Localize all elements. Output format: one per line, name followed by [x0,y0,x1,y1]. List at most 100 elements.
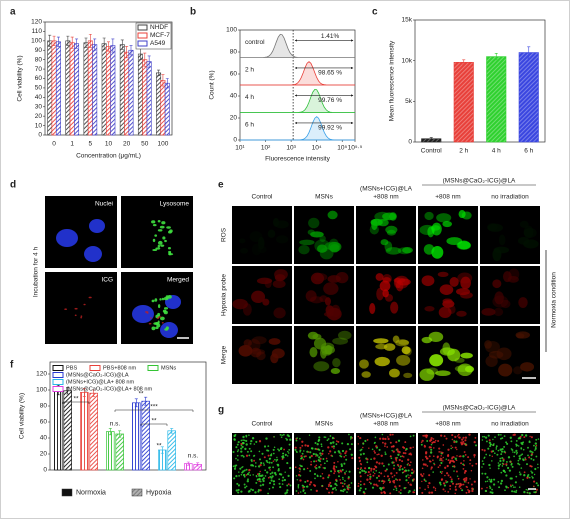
micrograph [232,206,292,264]
stained-cell [440,479,443,481]
stained-cell [465,481,467,483]
stained-cell [359,475,362,478]
y-tick-label: 20 [40,451,48,458]
stained-cell [460,441,463,444]
stained-cell [260,461,263,465]
error-bar [93,38,97,51]
stained-cell [374,465,377,468]
stained-cell [462,483,465,486]
cell [442,300,455,308]
stained-cell [375,469,378,472]
column-header: +808 nm [435,421,460,428]
stained-cell [381,441,384,444]
stained-cell [253,443,256,445]
stained-cell [535,438,538,441]
stained-cell [346,486,349,489]
bar [164,82,170,136]
stained-cell [244,447,247,451]
stained-cell [309,451,312,454]
histogram-curve [240,116,355,141]
stained-cell [386,446,389,448]
stained-cell [505,460,508,463]
cell [250,347,262,358]
stained-cell [261,483,265,486]
stained-cell [464,439,467,442]
stained-cell [518,455,521,458]
stained-cell [428,455,431,458]
stained-cell [358,489,361,492]
stained-cell [327,474,331,477]
stained-cell [251,489,254,492]
stained-cell [519,473,522,476]
group-header: (MSNs@CaO₂-ICG)@LA [443,178,516,185]
stained-cell [401,460,404,463]
cell [332,337,349,345]
y-tick-label: 80 [230,49,238,56]
stained-cell [487,447,490,450]
stained-cell [259,480,262,483]
cell [369,302,376,315]
stained-cell [273,483,276,486]
stained-cell [461,489,464,492]
stained-cell [505,486,508,489]
stained-cell [430,443,433,446]
stained-cell [447,474,450,477]
stained-cell [501,456,504,460]
stained-cell [242,441,245,445]
stained-cell [345,450,348,453]
stained-cell [445,458,448,460]
stained-cell [381,480,383,482]
stained-cell [273,446,276,449]
y-tick-label: 0 [408,139,412,146]
stained-cell [399,465,402,468]
cell [384,241,393,252]
stained-cell [332,445,336,448]
stained-cell [301,444,304,447]
stained-cell [299,491,302,493]
stained-cell [489,445,492,448]
stained-cell [513,451,516,454]
error-bar [107,41,110,52]
stained-cell [396,463,399,467]
column-header: (MSNs+ICG)@LA [360,413,413,420]
stained-cell [403,466,406,469]
cell [74,314,77,317]
stained-cell [427,485,429,487]
stained-cell [432,486,435,489]
stained-cell [489,486,492,490]
stained-cell [527,476,529,479]
cell [375,343,388,350]
cell [439,284,454,295]
stained-cell [492,483,496,486]
significance-label: ** [156,443,162,450]
histogram-curve [240,33,355,58]
stained-cell [500,434,502,436]
stained-cell [349,486,351,489]
error-bar [88,33,92,48]
stained-cell [369,482,372,485]
x-tick-label: 20 [123,141,131,148]
stained-cell [233,477,236,480]
stained-cell [462,436,465,439]
stained-cell [258,472,261,475]
cell [162,309,167,313]
stained-cell [421,467,424,470]
stained-cell [481,466,483,468]
cell [148,322,152,325]
cell [317,244,328,253]
stained-cell [369,475,372,479]
stained-cell [517,437,520,440]
stained-cell [373,472,376,475]
stained-cell [449,476,452,479]
cell [385,247,402,255]
micrograph-label: Merged [167,277,189,284]
stained-cell [537,466,539,469]
stained-cell [537,438,540,440]
stained-cell [451,482,455,485]
stained-cell [465,491,468,494]
y-tick-label: 50 [35,85,43,92]
error-bar [494,53,498,61]
stained-cell [530,454,533,457]
stained-cell [510,485,512,488]
cell [232,298,248,310]
